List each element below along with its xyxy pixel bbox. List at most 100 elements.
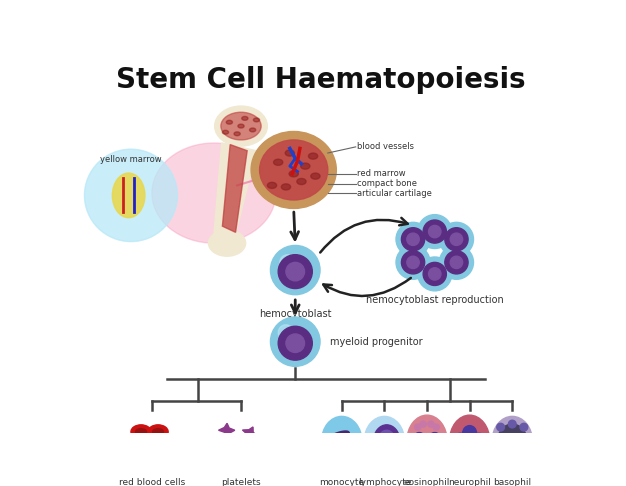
Circle shape (401, 251, 424, 274)
Circle shape (520, 423, 528, 431)
Ellipse shape (267, 182, 277, 189)
Circle shape (424, 434, 430, 440)
Circle shape (493, 441, 501, 449)
Text: neurophil: neurophil (448, 478, 491, 486)
Text: monocyte: monocyte (319, 478, 364, 486)
Ellipse shape (297, 178, 306, 185)
Polygon shape (225, 438, 240, 453)
Circle shape (439, 245, 473, 279)
Circle shape (524, 441, 531, 449)
Circle shape (407, 233, 419, 245)
Polygon shape (214, 143, 257, 243)
Circle shape (414, 424, 421, 430)
Text: lymphocyte: lymphocyte (357, 478, 411, 486)
Circle shape (280, 255, 295, 270)
Circle shape (401, 228, 424, 251)
Text: blood vessels: blood vessels (357, 142, 414, 151)
Text: hemocytoblast: hemocytoblast (259, 309, 332, 318)
Ellipse shape (285, 150, 294, 156)
Ellipse shape (131, 440, 151, 454)
Ellipse shape (136, 429, 146, 435)
Ellipse shape (112, 173, 145, 218)
Circle shape (429, 226, 441, 238)
Text: red blood cells: red blood cells (119, 478, 185, 486)
Polygon shape (327, 431, 349, 451)
Ellipse shape (492, 417, 532, 466)
Ellipse shape (222, 130, 228, 134)
Circle shape (85, 149, 177, 242)
Ellipse shape (226, 121, 232, 124)
Polygon shape (222, 144, 247, 232)
Ellipse shape (413, 433, 426, 450)
Circle shape (270, 317, 320, 366)
Ellipse shape (238, 124, 244, 128)
Text: compact bone: compact bone (357, 179, 418, 189)
Circle shape (428, 421, 434, 427)
Ellipse shape (254, 118, 260, 122)
Ellipse shape (309, 153, 318, 159)
Circle shape (423, 220, 446, 243)
Circle shape (423, 262, 446, 285)
Ellipse shape (463, 426, 476, 441)
Ellipse shape (221, 112, 261, 140)
Ellipse shape (498, 424, 527, 458)
Circle shape (508, 445, 516, 452)
Text: yellow marrow: yellow marrow (100, 155, 162, 164)
Circle shape (438, 450, 444, 456)
Circle shape (450, 233, 463, 245)
Ellipse shape (234, 132, 240, 136)
Circle shape (396, 245, 430, 279)
Text: platelets: platelets (221, 478, 261, 486)
Ellipse shape (310, 173, 320, 179)
Text: red marrow: red marrow (357, 169, 406, 178)
Circle shape (396, 222, 430, 256)
Circle shape (418, 257, 452, 291)
Circle shape (286, 334, 305, 352)
Circle shape (410, 434, 416, 440)
Ellipse shape (374, 425, 400, 457)
Ellipse shape (322, 417, 362, 466)
Ellipse shape (242, 117, 248, 121)
Text: eosinophil: eosinophil (404, 478, 450, 486)
Circle shape (407, 256, 419, 269)
Circle shape (410, 450, 416, 456)
Circle shape (445, 228, 468, 251)
Ellipse shape (274, 159, 283, 165)
Ellipse shape (153, 444, 163, 450)
Ellipse shape (428, 433, 442, 450)
Ellipse shape (250, 128, 256, 132)
Circle shape (278, 326, 312, 360)
Ellipse shape (153, 429, 163, 435)
Ellipse shape (148, 440, 168, 454)
Circle shape (278, 255, 312, 289)
Circle shape (438, 434, 444, 440)
Circle shape (433, 424, 439, 430)
Ellipse shape (148, 425, 168, 439)
Text: myeloid progenitor: myeloid progenitor (330, 337, 423, 347)
Ellipse shape (364, 417, 404, 466)
Circle shape (420, 421, 426, 427)
Ellipse shape (289, 171, 299, 177)
Circle shape (270, 245, 320, 295)
Ellipse shape (300, 163, 310, 169)
Polygon shape (234, 444, 247, 457)
Polygon shape (242, 427, 257, 442)
Ellipse shape (378, 430, 395, 452)
Text: articular cartilage: articular cartilage (357, 189, 432, 198)
Circle shape (429, 268, 441, 280)
Ellipse shape (215, 106, 267, 146)
Circle shape (445, 251, 468, 274)
Polygon shape (242, 437, 259, 453)
Text: basophil: basophil (493, 478, 531, 486)
Text: hemocytoblast reproduction: hemocytoblast reproduction (366, 295, 504, 305)
Circle shape (497, 423, 505, 431)
Circle shape (450, 256, 463, 269)
Ellipse shape (251, 132, 336, 208)
Circle shape (278, 325, 294, 340)
Ellipse shape (152, 143, 276, 243)
Ellipse shape (136, 444, 146, 450)
Circle shape (439, 222, 473, 256)
Ellipse shape (260, 140, 328, 200)
Ellipse shape (407, 415, 447, 467)
Text: Stem Cell Haematopoiesis: Stem Cell Haematopoiesis (116, 66, 526, 94)
